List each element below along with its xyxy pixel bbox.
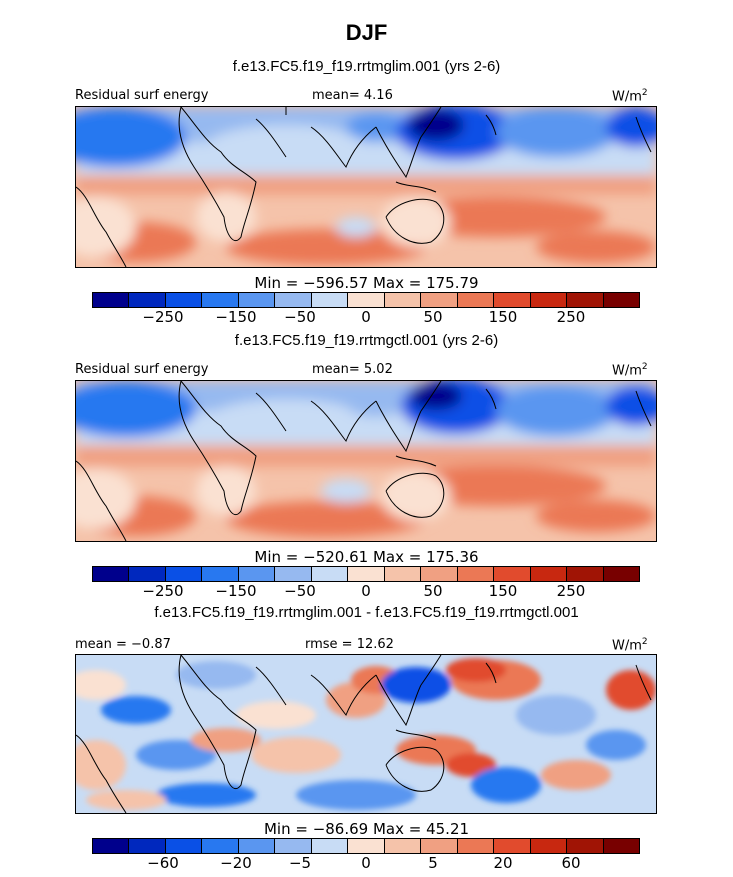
panel-1-variable-label: Residual surf energy — [75, 88, 209, 103]
colorbar-swatch — [348, 839, 385, 853]
colorbar-tick: 50 — [423, 308, 443, 326]
colorbar-swatch — [238, 293, 276, 307]
panel-2-colorbar-ticks: −250 −150 −50 0 50 150 250 — [0, 582, 733, 602]
panel-1-colorbar-ticks: −250 −150 −50 0 50 150 250 — [0, 308, 733, 328]
colorbar-swatch — [494, 567, 531, 581]
colorbar-swatch — [348, 293, 385, 307]
colorbar-swatch — [567, 293, 604, 307]
colorbar-swatch — [530, 839, 568, 853]
colorbar-tick: 150 — [488, 582, 518, 600]
colorbar-tick: −60 — [147, 854, 179, 872]
figure-title: DJF — [345, 20, 388, 45]
colorbar-tick: 20 — [493, 854, 513, 872]
colorbar-swatch — [129, 567, 166, 581]
colorbar-swatch — [311, 293, 349, 307]
colorbar-swatch — [238, 567, 276, 581]
panel-2-minmax: Min = −520.61 Max = 175.36 — [254, 548, 479, 566]
colorbar-swatch — [275, 839, 312, 853]
colorbar-swatch — [93, 567, 130, 581]
colorbar-swatch — [202, 567, 239, 581]
colorbar-swatch — [494, 293, 531, 307]
colorbar-tick: −50 — [284, 582, 316, 600]
colorbar-swatch — [421, 293, 458, 307]
colorbar-swatch — [530, 567, 568, 581]
panel-3-colorbar-ticks: −60 −20 −5 0 5 20 60 — [0, 854, 733, 874]
colorbar-tick: 0 — [361, 854, 371, 872]
colorbar-swatch — [421, 839, 458, 853]
colorbar-tick: −50 — [284, 308, 316, 326]
colorbar-swatch — [129, 839, 166, 853]
colorbar-tick: 50 — [423, 582, 443, 600]
colorbar-swatch — [603, 839, 640, 853]
colorbar-swatch — [311, 567, 349, 581]
panel-3-minmax: Min = −86.69 Max = 45.21 — [263, 820, 470, 838]
colorbar-tick: −150 — [215, 582, 257, 600]
panel-3-title: f.e13.FC5.f19_f19.rrtmglim.001 - f.e13.F… — [154, 604, 579, 621]
colorbar-tick: 60 — [561, 854, 581, 872]
panel-3-map — [75, 654, 657, 814]
panel-2-map — [75, 380, 657, 542]
colorbar-swatch — [603, 567, 640, 581]
colorbar-swatch — [567, 839, 604, 853]
panel-3-rmse-label: rmse = 12.62 — [305, 637, 394, 652]
colorbar-swatch — [457, 567, 495, 581]
colorbar-swatch — [202, 839, 239, 853]
colorbar-swatch — [93, 293, 130, 307]
colorbar-tick: −250 — [142, 582, 184, 600]
panel-2-variable-label: Residual surf energy — [75, 362, 209, 377]
colorbar-swatch — [129, 293, 166, 307]
panel-1-unit-label: W/m2 — [612, 88, 648, 105]
colorbar-tick: 5 — [428, 854, 438, 872]
panel-3-unit-label: W/m2 — [612, 637, 648, 654]
colorbar-tick: −250 — [142, 308, 184, 326]
panel-1-map — [75, 106, 657, 268]
panel-2-title: f.e13.FC5.f19_f19.rrtmgctl.001 (yrs 2-6) — [234, 332, 499, 349]
colorbar-swatch — [238, 839, 276, 853]
colorbar-swatch — [348, 567, 385, 581]
panel-3-colorbar — [92, 838, 640, 854]
colorbar-tick: 0 — [361, 582, 371, 600]
panel-1-mean-label: mean= 4.16 — [312, 88, 393, 103]
colorbar-swatch — [384, 293, 422, 307]
colorbar-tick: 150 — [488, 308, 518, 326]
colorbar-swatch — [603, 293, 640, 307]
panel-1-title: f.e13.FC5.f19_f19.rrtmglim.001 (yrs 2-6) — [232, 58, 501, 75]
colorbar-swatch — [384, 839, 422, 853]
panel-2-mean-label: mean= 5.02 — [312, 362, 393, 377]
panel-3-mean-label: mean = −0.87 — [75, 637, 171, 652]
colorbar-swatch — [567, 567, 604, 581]
colorbar-swatch — [384, 567, 422, 581]
colorbar-swatch — [275, 567, 312, 581]
colorbar-tick: 0 — [361, 308, 371, 326]
panel-2-unit-label: W/m2 — [612, 362, 648, 379]
panel-1-minmax: Min = −596.57 Max = 175.79 — [254, 274, 479, 292]
colorbar-swatch — [457, 293, 495, 307]
colorbar-tick: −20 — [220, 854, 252, 872]
colorbar-swatch — [530, 293, 568, 307]
colorbar-tick: −5 — [288, 854, 312, 872]
panel-2-colorbar — [92, 566, 640, 582]
colorbar-swatch — [93, 839, 130, 853]
colorbar-tick: 250 — [556, 582, 586, 600]
colorbar-swatch — [311, 839, 349, 853]
colorbar-swatch — [202, 293, 239, 307]
colorbar-swatch — [275, 293, 312, 307]
colorbar-tick: 250 — [556, 308, 586, 326]
colorbar-swatch — [457, 839, 495, 853]
colorbar-swatch — [165, 567, 203, 581]
colorbar-swatch — [165, 839, 203, 853]
colorbar-tick: −150 — [215, 308, 257, 326]
panel-1-colorbar — [92, 292, 640, 308]
colorbar-swatch — [165, 293, 203, 307]
colorbar-swatch — [494, 839, 531, 853]
colorbar-swatch — [421, 567, 458, 581]
